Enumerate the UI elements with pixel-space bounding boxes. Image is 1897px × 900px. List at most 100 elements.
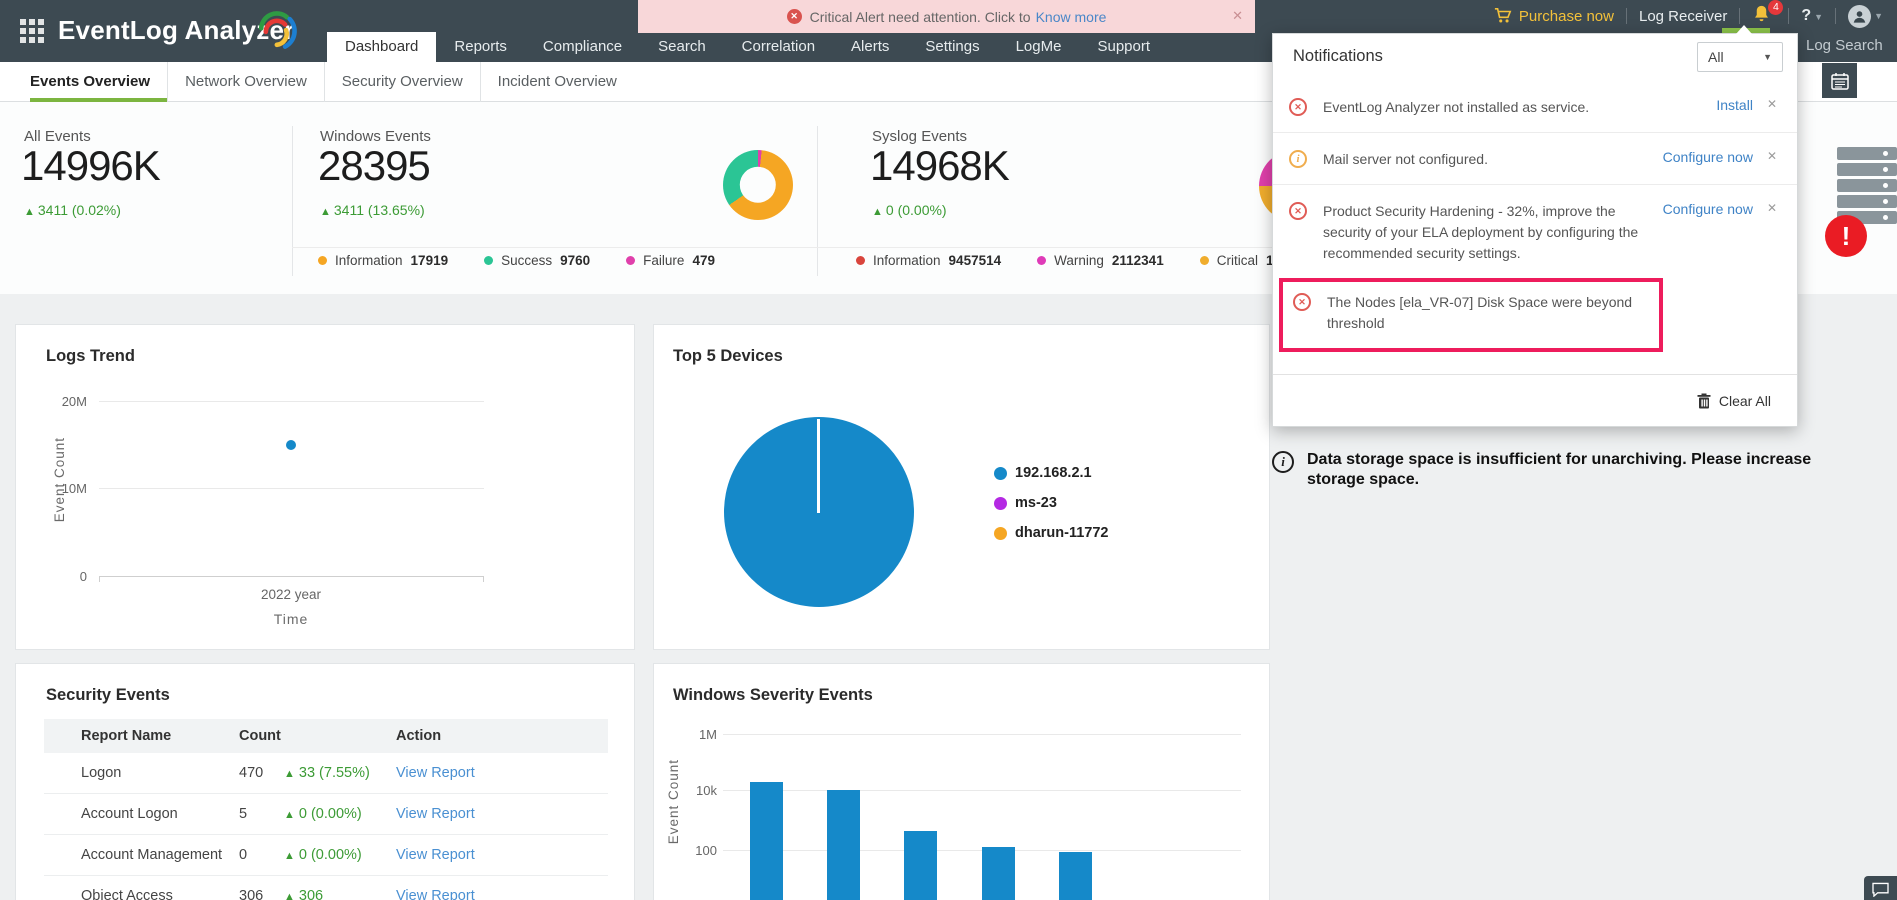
nav-tab-reports[interactable]: Reports <box>454 38 507 55</box>
report-name-cell: Account Logon <box>81 806 178 822</box>
nav-tab-log-search[interactable]: Log Search <box>1806 37 1883 54</box>
pie-legend-item-192-168-2-1[interactable]: 192.168.2.1 <box>994 465 1109 481</box>
view-report-link[interactable]: View Report <box>396 806 475 822</box>
help-menu[interactable]: ? ▼ <box>1801 7 1824 24</box>
syslog-events-value: 14968K <box>870 142 1010 189</box>
col-action: Action <box>396 728 442 744</box>
syslog-events-label: Syslog Events <box>872 128 968 145</box>
severity-bar[interactable] <box>904 831 938 900</box>
y-axis-label: Event Count <box>52 437 67 523</box>
legend-label: 192.168.2.1 <box>1015 465 1092 481</box>
up-arrow-icon: ▲ <box>284 850 295 862</box>
notification-text: The Nodes [ela_VR-07] Disk Space were be… <box>1327 294 1633 331</box>
app-title: EventLog Analyzer <box>58 15 295 45</box>
legend-dot <box>994 466 1007 480</box>
y-tick: 10M <box>61 481 87 496</box>
chevron-down-icon: ▼ <box>1814 12 1824 22</box>
notification-action-link[interactable]: Configure now <box>1662 149 1753 165</box>
report-name-cell: Object Access <box>81 888 173 900</box>
calendar-button[interactable] <box>1822 63 1857 98</box>
legend-item-failure: Failure 479 <box>626 253 715 268</box>
notification-action-link[interactable]: Configure now <box>1662 201 1753 217</box>
nav-tab-dashboard[interactable]: Dashboard <box>327 32 437 62</box>
pie-legend-item-ms-23[interactable]: ms-23 <box>994 495 1109 511</box>
severity-bar[interactable] <box>981 847 1015 900</box>
legend-dot <box>626 256 636 265</box>
report-name-cell: Account Management <box>81 847 223 863</box>
divider <box>1788 8 1790 24</box>
gridline <box>99 401 484 402</box>
notifications-filter-dropdown[interactable]: All ▼ <box>1697 42 1783 72</box>
table-row-account-management: Account Management 0 ▲ 0 (0.00%) View Report <box>44 835 608 876</box>
legend-item-information: Information 9457514 <box>856 253 1001 268</box>
notifications-bell-icon[interactable]: 4 <box>1752 0 1784 28</box>
nav-tab-correlation[interactable]: Correlation <box>741 38 816 55</box>
view-report-link[interactable]: View Report <box>396 888 475 900</box>
count-cell: 5 <box>239 806 248 822</box>
security-events-title: Security Events <box>46 686 170 704</box>
legend-dot <box>994 526 1007 540</box>
header-utilities: Purchase now Log Receiver 4 ? ▼ ▼ <box>1494 0 1883 32</box>
x-axis-label: Time <box>273 611 309 627</box>
chat-button[interactable] <box>1864 876 1897 900</box>
view-report-link[interactable]: View Report <box>396 765 475 781</box>
chat-icon <box>1872 882 1889 897</box>
info-icon: i <box>1272 451 1294 473</box>
scatter-point[interactable] <box>286 439 296 450</box>
windows-events-legend: Information 17919 Success 9760 Failure 479 <box>318 253 715 268</box>
severity-bar[interactable] <box>750 782 783 900</box>
logs-trend-title: Logs Trend <box>46 347 135 365</box>
clear-all-button[interactable]: Clear All <box>1273 374 1797 426</box>
subnav-tabs: Events Overview Network Overview Security … <box>30 62 634 102</box>
user-menu[interactable]: ▼ <box>1848 4 1883 28</box>
notification-item: ✕ EventLog Analyzer not installed as serv… <box>1273 81 1797 133</box>
windows-events-delta: ▲ 3411 (13.65%) <box>320 202 425 218</box>
legend-label: Critical <box>1216 253 1258 268</box>
legend-label: dharun-11772 <box>1015 525 1109 541</box>
legend-item-success: Success 9760 <box>484 253 590 268</box>
app-grid-icon[interactable] <box>20 19 46 45</box>
nav-tab-compliance[interactable]: Compliance <box>542 38 623 55</box>
close-icon[interactable]: ✕ <box>1766 201 1777 215</box>
disk-alert-badge: ! <box>1825 215 1867 257</box>
disk-space-server-icon[interactable] <box>1837 147 1897 237</box>
know-more-link[interactable]: Know more <box>1035 8 1107 25</box>
log-receiver-button[interactable]: Log Receiver <box>1638 7 1728 25</box>
banner-close-icon[interactable]: ✕ <box>1232 8 1243 23</box>
subnav-tab-incident-overview[interactable]: Incident Overview <box>497 73 617 90</box>
divider <box>1739 8 1741 24</box>
nav-tab-settings[interactable]: Settings <box>925 38 980 55</box>
report-name-cell: Logon <box>81 765 122 781</box>
legend-value: 479 <box>692 253 715 268</box>
subnav-tab-network-overview[interactable]: Network Overview <box>168 62 325 102</box>
up-arrow-icon: ▲ <box>872 206 883 218</box>
divider <box>1625 8 1627 24</box>
subnav-tab-events-overview[interactable]: Events Overview <box>30 62 169 102</box>
legend-item-warning: Warning 2112341 <box>1037 253 1164 268</box>
severity-bar[interactable] <box>827 790 861 900</box>
close-icon[interactable]: ✕ <box>1766 97 1777 111</box>
close-icon[interactable]: ✕ <box>1766 149 1777 163</box>
pie-legend-item-dharun-11772[interactable]: dharun-11772 <box>994 525 1109 541</box>
up-arrow-icon: ▲ <box>284 809 295 821</box>
nav-tab-support[interactable]: Support <box>1097 38 1151 55</box>
count-cell: 470 <box>239 765 264 781</box>
gridline <box>99 488 484 489</box>
view-report-link[interactable]: View Report <box>396 847 475 863</box>
nav-tab-alerts[interactable]: Alerts <box>851 38 890 55</box>
notification-item: i Mail server not configured. Configure no… <box>1273 133 1797 185</box>
avatar-icon <box>1848 4 1872 28</box>
error-circle-icon: ✕ <box>786 9 802 24</box>
col-count: Count <box>239 728 281 744</box>
x-axis-line <box>99 576 484 582</box>
nav-tab-logme[interactable]: LogMe <box>1015 38 1062 55</box>
legend-label: Information <box>335 253 403 268</box>
count-cell: 306 <box>239 888 264 900</box>
severity-bar[interactable] <box>1058 852 1092 900</box>
subnav-tab-security-overview[interactable]: Security Overview <box>325 62 481 102</box>
nav-tab-search[interactable]: Search <box>658 38 706 55</box>
purchase-now-button[interactable]: Purchase now <box>1494 7 1614 25</box>
notification-action-link[interactable]: Install <box>1716 97 1753 113</box>
y-tick: 20M <box>61 394 87 409</box>
legend-value: 17919 <box>410 253 449 268</box>
